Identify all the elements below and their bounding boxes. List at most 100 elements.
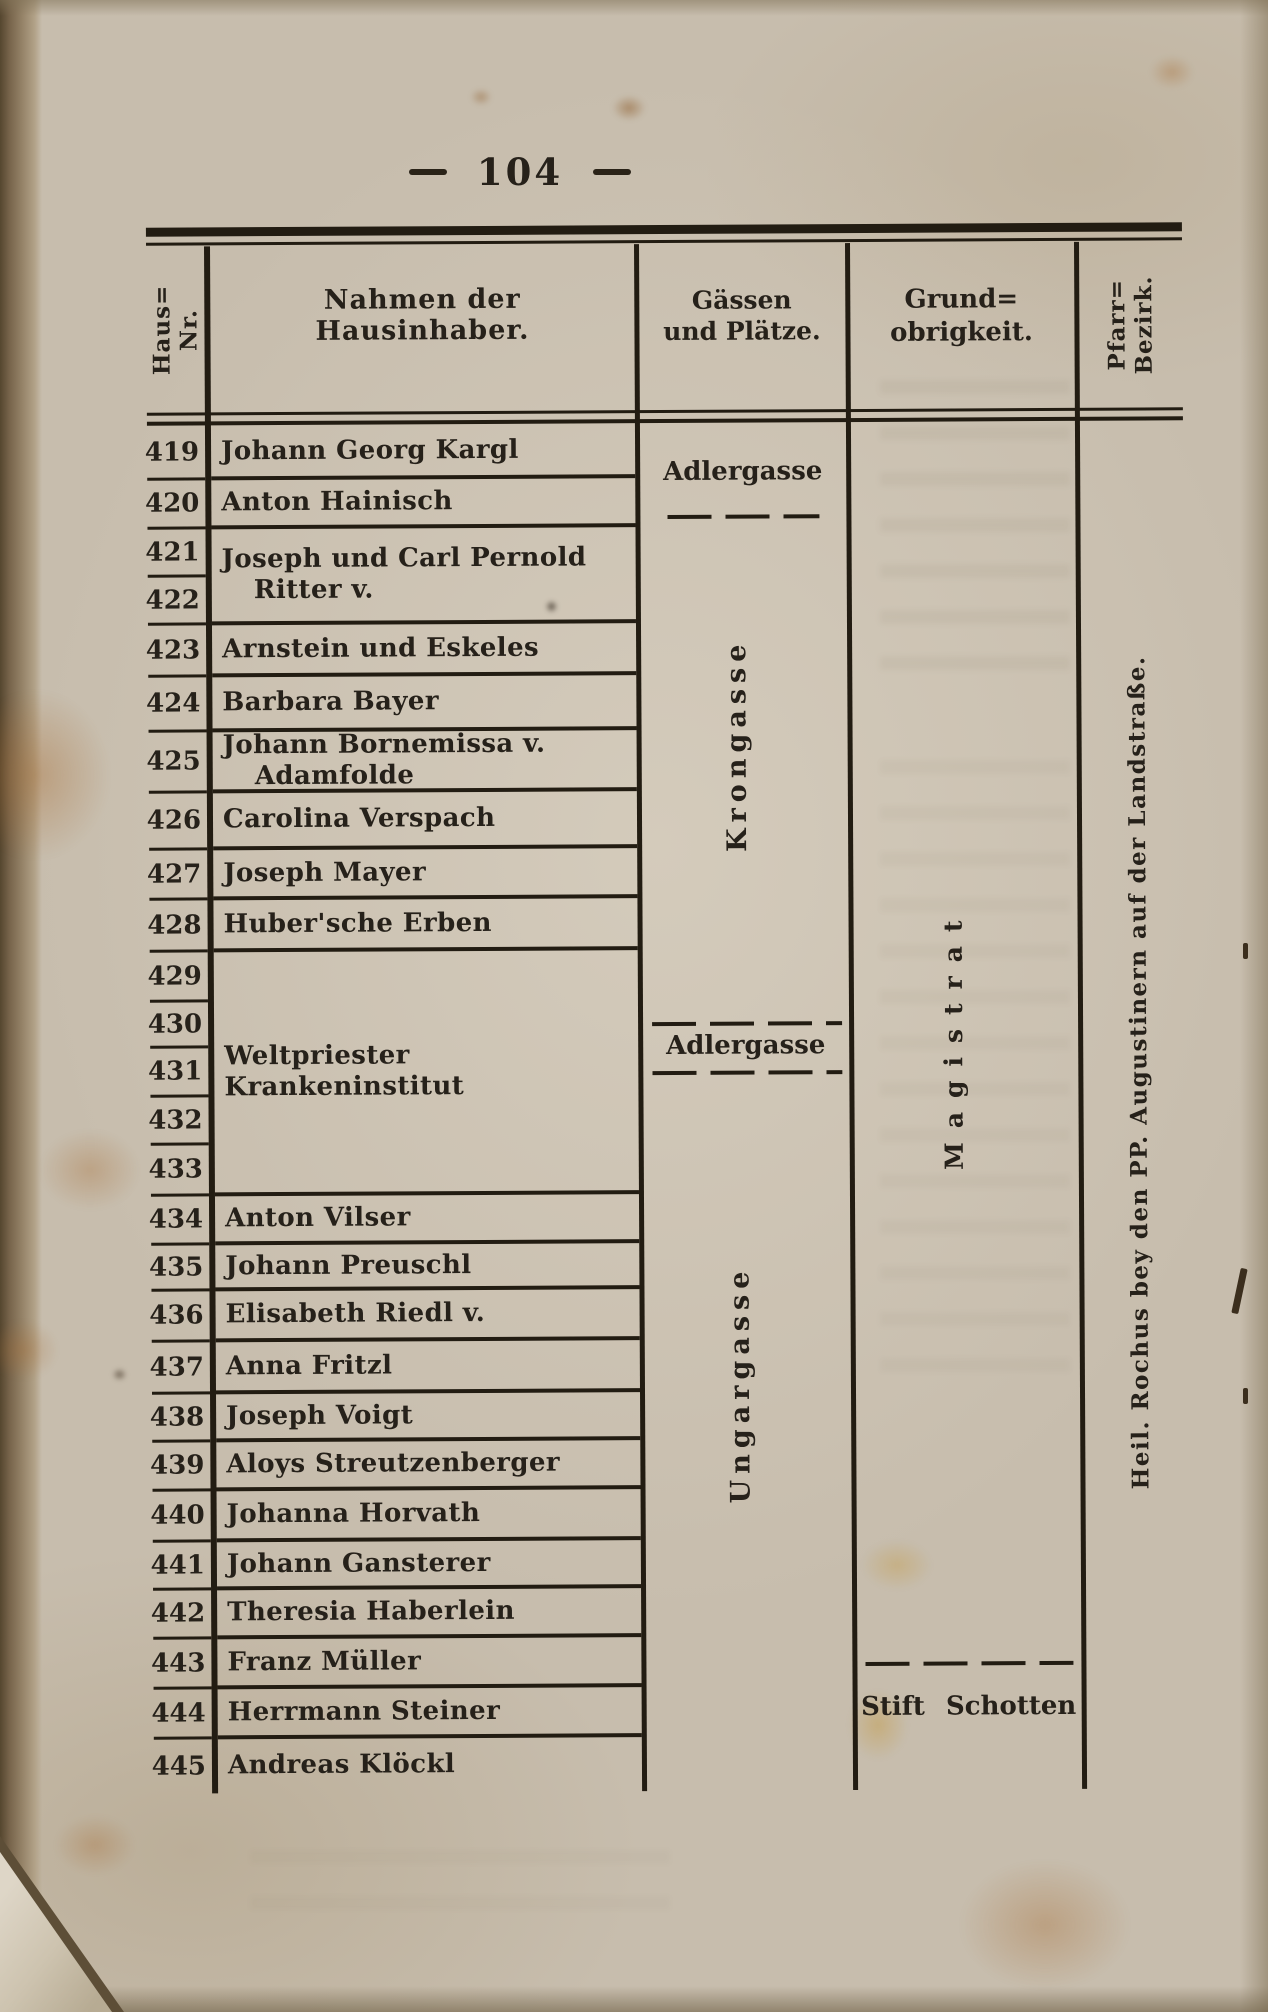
owner-name: Andreas Klöckl xyxy=(227,1749,456,1781)
owner-cell: Elisabeth Riedl v. xyxy=(215,1289,640,1343)
street-separator-dashes xyxy=(652,1070,843,1076)
table-top-rule-thick xyxy=(145,222,1182,237)
owner-cell: Johann Georg Kargl xyxy=(210,425,636,481)
street-krongasse: Krongasse xyxy=(720,638,753,852)
page-corner-fold xyxy=(0,1852,112,2012)
header-streets-line1: Gässen xyxy=(691,285,792,315)
street-adlergasse-top: Adlergasse xyxy=(662,456,823,488)
header-parish: Pfarr= Bezirk. xyxy=(1078,242,1183,407)
owner-name: Aloys Streutzenberger xyxy=(226,1447,561,1480)
house-number: 433 xyxy=(148,1154,203,1185)
owner-name-line2: Adamfolde xyxy=(254,759,415,791)
parish-note: Heil. Rochus bey den PP. Augustinern auf… xyxy=(1122,655,1155,1490)
house-number: 429 xyxy=(147,960,202,992)
header-authority-line1: Grund= xyxy=(904,284,1019,315)
owner-cell: Carolina Verspach xyxy=(212,791,638,851)
house-number-cell: 422 xyxy=(145,577,206,626)
house-number-cell: 439 xyxy=(150,1442,211,1492)
house-number-cell: 425 xyxy=(146,732,207,794)
owner-name: Franz Müller xyxy=(227,1645,422,1677)
house-number: 425 xyxy=(146,746,201,777)
authority-stift-schotten: Stift Schotten xyxy=(860,1690,1077,1722)
house-number: 423 xyxy=(145,634,201,666)
foxing-stain xyxy=(960,1860,1130,1990)
page-number: 104 xyxy=(476,150,564,194)
house-number: 434 xyxy=(148,1204,204,1235)
house-number: 432 xyxy=(148,1104,203,1136)
owner-name-line2: Ritter v. xyxy=(253,574,374,606)
owner-name: Anton Vilser xyxy=(225,1202,411,1234)
page-number-dash xyxy=(593,169,632,175)
owner-cell: Weltpriester Krankeninstitut xyxy=(213,950,639,1197)
house-number-cell: 419 xyxy=(144,427,206,481)
owner-cell: Barbara Bayer xyxy=(212,675,637,733)
foxing-stain xyxy=(848,1690,908,1760)
house-number-cell: 434 xyxy=(148,1196,210,1246)
ink-speck xyxy=(545,600,558,613)
owner-name: Johann Preuschl xyxy=(225,1249,472,1281)
owner-cell: Joseph Mayer xyxy=(213,848,638,901)
street-separator-dashes xyxy=(667,514,820,519)
house-number: 442 xyxy=(150,1598,206,1629)
house-number-cell: 424 xyxy=(146,677,207,733)
house-number: 419 xyxy=(144,437,200,468)
show-through-text xyxy=(880,760,1070,1380)
binding-stitch xyxy=(1243,1388,1248,1404)
owner-name: Carolina Verspach xyxy=(222,802,496,835)
house-number: 440 xyxy=(150,1500,205,1531)
owner-name: Elisabeth Riedl v. xyxy=(225,1297,486,1330)
house-number-cell: 441 xyxy=(151,1542,212,1591)
foxing-stain xyxy=(612,95,646,121)
page-edge-top xyxy=(0,0,1268,16)
foxing-stain xyxy=(862,1540,932,1590)
owner-name: Weltpriester Krankeninstitut xyxy=(224,1040,465,1103)
header-owner-names: Nahmen der Hausinhaber. xyxy=(315,283,530,347)
house-number: 439 xyxy=(150,1450,205,1481)
house-number-cell: 421 xyxy=(145,529,206,578)
owner-cell: Anton Hainisch xyxy=(211,478,636,530)
header-parish-line2: Bezirk. xyxy=(1130,274,1158,375)
house-number: 436 xyxy=(149,1300,204,1331)
house-number: 438 xyxy=(149,1401,205,1433)
house-number-cell: 428 xyxy=(147,900,208,953)
header-parish-line1: Pfarr= xyxy=(1103,278,1131,371)
authority-separator-dashes xyxy=(865,1660,1074,1666)
header-house-number: Haus= Nr. xyxy=(146,247,205,411)
house-number-cell: 423 xyxy=(145,625,207,678)
owner-name: Johann Georg Kargl xyxy=(221,434,519,467)
foxing-stain xyxy=(1150,55,1194,89)
house-number: 437 xyxy=(149,1351,204,1383)
owner-name: Johanna Horvath xyxy=(226,1497,481,1530)
house-registry-table: Haus= Nr. Nahmen der Hausinhaber. Gässen… xyxy=(144,222,1190,1794)
house-number: 443 xyxy=(151,1647,206,1679)
house-number-cell: 429 xyxy=(147,952,208,1003)
house-number-cell: 433 xyxy=(148,1145,209,1197)
street-separator-dashes xyxy=(652,1021,843,1027)
column-house-numbers: 419 420 421 422 423 424 425 426 427 428 … xyxy=(144,427,212,1792)
column-owner-names: Johann Georg Kargl Anton Hainisch Joseph… xyxy=(210,425,642,1792)
house-number: 444 xyxy=(151,1697,206,1729)
house-number-cell: 443 xyxy=(151,1639,212,1690)
header-authority: Grund= obrigkeit. xyxy=(850,243,1073,408)
show-through-text xyxy=(880,380,1070,680)
owner-name: Arnstein und Eskeles xyxy=(222,632,540,664)
owner-name: Joseph und Carl Pernold xyxy=(221,542,587,575)
house-number: 427 xyxy=(146,858,202,890)
foxing-stain xyxy=(470,88,492,106)
house-number-cell: 420 xyxy=(144,480,206,530)
owner-cell: Aloys Streutzenberger xyxy=(216,1440,641,1492)
street-adlergasse-mid: Adlergasse xyxy=(665,1030,826,1062)
owner-cell: Joseph Voigt xyxy=(216,1392,641,1443)
owner-cell: Huber'sche Erben xyxy=(213,898,638,953)
house-number: 420 xyxy=(144,488,200,519)
house-number: 430 xyxy=(147,1008,203,1040)
house-number-cell: 430 xyxy=(147,1002,209,1049)
owner-cell: Herrmann Steiner xyxy=(217,1687,642,1740)
owner-cell: Johanna Horvath xyxy=(216,1489,641,1543)
page-number-dash xyxy=(408,169,447,175)
owner-cell: Johann Preuschl xyxy=(215,1243,640,1292)
owner-name: Joseph Voigt xyxy=(226,1399,414,1431)
owner-name: Johann Bornemissa v. xyxy=(222,728,546,760)
header-streets: Gässen und Plätze. xyxy=(640,244,844,409)
